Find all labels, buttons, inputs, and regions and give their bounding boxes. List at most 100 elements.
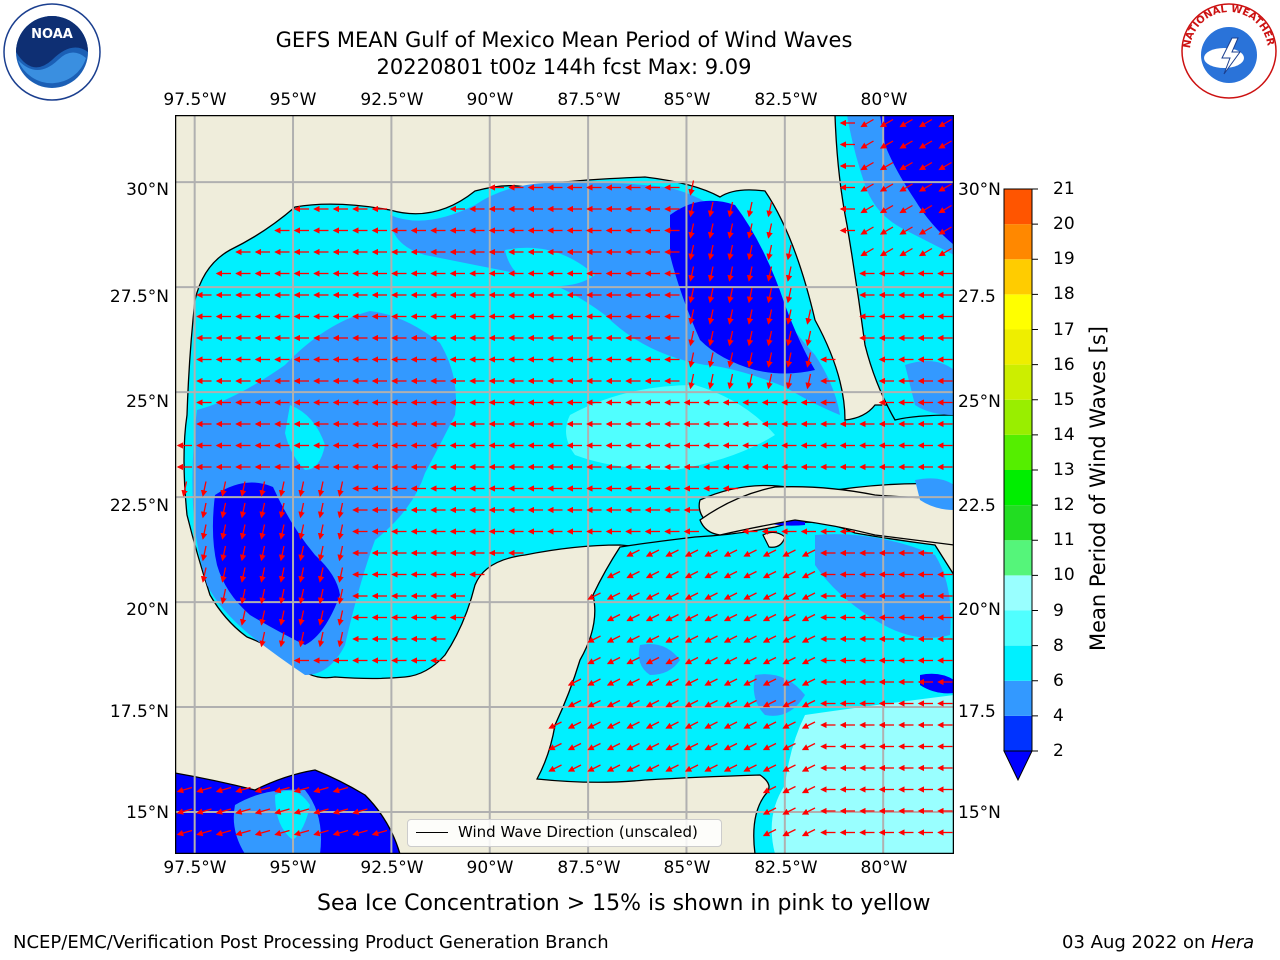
wind-wave-arrow	[587, 635, 601, 643]
lon-tick-top: 85°W	[663, 90, 711, 110]
colorbar-tick-label: 9	[1053, 600, 1064, 621]
wind-wave-arrow	[746, 223, 754, 239]
wind-wave-arrow	[645, 613, 660, 622]
wind-wave-arrow	[688, 373, 695, 390]
wind-wave-arrow	[746, 266, 754, 282]
wind-wave-arrow	[239, 524, 247, 540]
wind-wave-arrow	[743, 613, 757, 622]
wind-wave-arrow	[782, 721, 796, 729]
wind-wave-arrow	[707, 244, 715, 261]
wind-wave-arrow	[879, 140, 894, 149]
wind-wave-arrow	[645, 699, 660, 708]
wind-wave-arrow	[278, 631, 286, 648]
wind-wave-arrow	[746, 330, 754, 347]
colorbar-cell	[1004, 505, 1032, 541]
wind-wave-arrow	[239, 567, 247, 583]
wind-wave-arrow	[762, 828, 777, 837]
wind-wave-arrow	[626, 678, 640, 686]
wind-wave-arrow	[805, 330, 812, 347]
wind-wave-arrow	[785, 244, 793, 261]
lat-tick-right: 30°N	[958, 180, 1001, 200]
wind-wave-arrow	[548, 742, 562, 751]
wind-wave-arrow	[259, 502, 266, 519]
wind-wave-arrow	[298, 524, 305, 540]
wind-wave-arrow	[727, 373, 734, 390]
wind-wave-arrow	[707, 266, 715, 282]
wind-wave-arrow	[743, 549, 757, 557]
wind-wave-arrow	[176, 808, 193, 815]
caribbean-blue-zone-3	[638, 644, 680, 675]
colorbar-cell	[1004, 224, 1032, 260]
wind-wave-arrow	[587, 721, 601, 729]
wind-wave-arrow	[743, 635, 757, 643]
footer-date: 03 Aug 2022 on Hera	[1062, 932, 1254, 954]
wind-wave-arrow	[278, 481, 286, 497]
wind-wave-arrow	[782, 785, 796, 794]
wind-wave-arrow	[220, 567, 227, 583]
wind-wave-arrow	[762, 764, 777, 772]
wind-wave-arrow	[337, 610, 344, 626]
wind-wave-arrow	[704, 592, 718, 600]
wind-wave-arrow	[626, 549, 640, 557]
wind-wave-arrow	[782, 592, 796, 600]
wind-wave-arrow	[259, 631, 266, 648]
wind-wave-arrow	[704, 678, 718, 686]
wind-wave-arrow	[220, 588, 227, 605]
wind-wave-arrow	[196, 829, 212, 837]
wind-wave-arrow	[766, 266, 773, 282]
wind-wave-arrow	[298, 545, 305, 562]
wind-wave-arrow	[688, 180, 695, 196]
map-subtitle: 20220801 t00z 144h fcst Max: 9.09	[376, 55, 752, 79]
wind-wave-arrow	[645, 678, 660, 686]
wind-wave-arrow	[567, 699, 582, 708]
wind-wave-arrow	[200, 524, 208, 540]
wind-wave-arrow	[337, 481, 344, 497]
wind-wave-arrow	[918, 161, 933, 171]
colorbar-tick-label: 21	[1053, 179, 1075, 199]
wind-wave-arrow	[665, 549, 679, 557]
wind-wave-arrow	[665, 613, 679, 622]
wind-wave-arrow	[743, 721, 757, 729]
wind-wave-arrow	[801, 678, 816, 686]
wind-wave-arrow	[645, 570, 660, 579]
colorbar-tick-label: 8	[1053, 635, 1064, 656]
colorbar-cell	[1004, 540, 1032, 576]
wind-wave-arrow	[352, 808, 368, 815]
wind-wave-arrow	[727, 287, 734, 304]
lon-tick-bottom: 95°W	[269, 858, 317, 878]
wind-wave-arrow	[762, 699, 777, 708]
colorbar-cell	[1004, 364, 1032, 400]
wind-wave-arrow	[239, 502, 247, 519]
wind-wave-arrow	[317, 631, 325, 648]
colorbar-tick-label: 2	[1053, 741, 1064, 761]
lat-tick-right: 20°N	[958, 600, 1001, 620]
wind-wave-arrow	[215, 808, 232, 815]
wind-wave-arrow	[254, 808, 271, 815]
wind-wave-arrow	[688, 309, 695, 325]
wind-wave-arrow	[688, 244, 695, 261]
wind-wave-arrow	[235, 786, 251, 794]
wind-wave-arrow	[337, 502, 344, 519]
wind-wave-arrow	[938, 140, 952, 149]
colorbar	[1003, 188, 1038, 782]
wind-wave-arrow	[704, 656, 718, 665]
wind-wave-arrow	[626, 613, 640, 622]
wind-wave-arrow	[684, 764, 699, 772]
atlantic-blue-patch-2	[915, 478, 954, 510]
wind-wave-arrow	[587, 656, 601, 665]
wind-wave-arrow	[298, 502, 305, 519]
wind-wave-arrow	[723, 742, 738, 751]
lon-tick-bottom: 90°W	[466, 858, 514, 878]
lon-tick-top: 87.5°W	[557, 90, 621, 110]
wind-wave-arrow	[626, 570, 640, 579]
colorbar-tick-label: 17	[1053, 319, 1075, 340]
wind-wave-arrow	[762, 570, 777, 579]
wind-wave-arrow	[626, 635, 640, 643]
wind-wave-arrow	[665, 635, 679, 643]
wind-wave-arrow	[220, 524, 227, 540]
wind-wave-arrow	[938, 247, 952, 257]
wind-wave-arrow	[259, 567, 266, 583]
colorbar-cell	[1004, 680, 1032, 716]
wind-wave-arrow	[762, 721, 777, 729]
wind-wave-arrow	[727, 201, 734, 218]
